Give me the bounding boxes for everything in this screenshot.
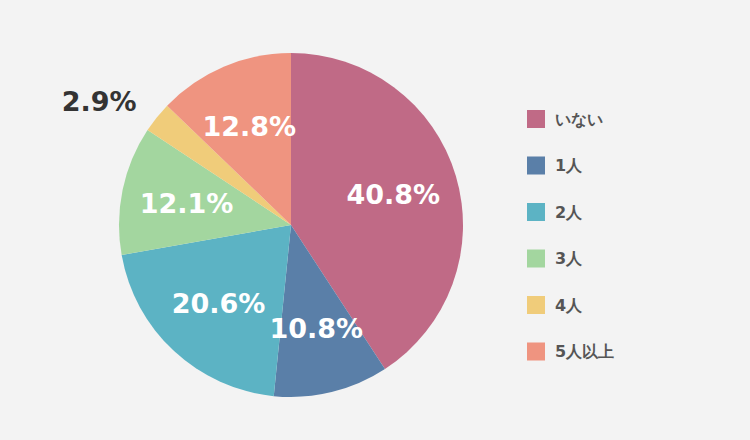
legend-swatch (527, 296, 545, 314)
data-label: 12.1% (140, 188, 234, 219)
legend-label: 3人 (555, 249, 583, 268)
data-label: 20.6% (172, 288, 266, 319)
data-labels: 40.8% 10.8%20.6% 12.1% 2.9% 12.8% (62, 86, 440, 344)
legend-swatch (527, 343, 545, 361)
background (0, 0, 750, 440)
data-label: 12.8% (202, 111, 296, 142)
legend: いない 1人 2人 3人 4人 5人以上 (527, 110, 614, 362)
legend-swatch (527, 203, 545, 221)
data-label: 10.8% (269, 313, 363, 344)
legend-label: 5人以上 (555, 342, 614, 361)
data-label: 2.9% (62, 86, 137, 117)
pie-slice (274, 225, 385, 397)
chart-canvas: 40.8% 10.8%20.6% 12.1% 2.9% 12.8% いない 1人 2人 3人 4人… (0, 0, 750, 440)
legend-label: いない (555, 110, 603, 129)
legend-label: 2人 (555, 203, 583, 222)
legend-swatch (527, 110, 545, 128)
legend-label: 4人 (555, 296, 583, 315)
legend-swatch (527, 250, 545, 268)
legend-label: 1人 (555, 156, 583, 175)
pie-slice (122, 225, 291, 396)
data-label: 40.8% (346, 179, 440, 210)
legend-swatch (527, 157, 545, 175)
slices (119, 53, 463, 397)
